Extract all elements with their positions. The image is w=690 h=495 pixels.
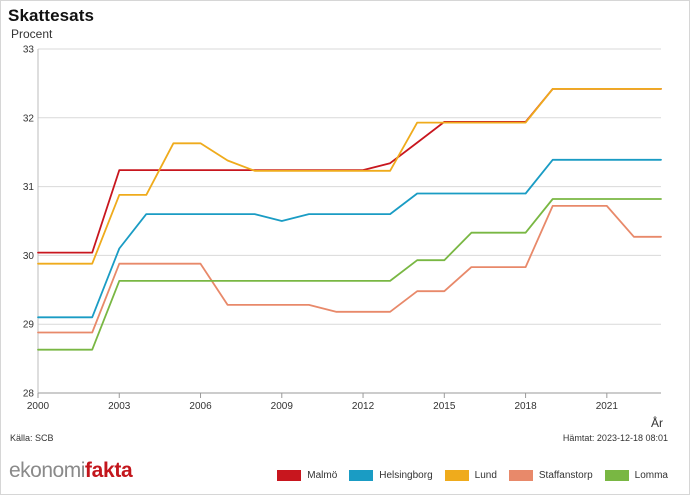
x-axis-label: År bbox=[651, 416, 663, 430]
legend-label: Staffanstorp bbox=[538, 470, 593, 481]
x-tick-label: 2000 bbox=[27, 401, 50, 412]
legend: Malmö Helsingborg Lund Staffanstorp Lomma bbox=[277, 470, 668, 481]
legend-label: Malmö bbox=[307, 470, 338, 481]
legend-label: Lund bbox=[474, 470, 497, 481]
tick-label-layer: 28 29 30 31 32 33 2000 2003 2006 2009 2012 2015 2018… bbox=[23, 45, 619, 413]
legend-item-lomma[interactable]: Lomma bbox=[604, 470, 668, 481]
x-tick-label: 2006 bbox=[189, 401, 212, 412]
legend-swatch bbox=[349, 470, 374, 481]
fetched-timestamp: Hämtat: 2023-12-18 08:01 bbox=[562, 433, 668, 443]
chart-title: Skattesats bbox=[8, 6, 95, 25]
x-tick-label: 2015 bbox=[433, 401, 456, 412]
legend-swatch bbox=[604, 470, 629, 481]
y-tick-label: 32 bbox=[23, 113, 35, 124]
series-line-helsingborg[interactable] bbox=[37, 158, 662, 319]
ekonomifakta-logo[interactable]: ekonomifakta bbox=[9, 459, 133, 482]
y-tick-label: 28 bbox=[23, 389, 35, 400]
legend-item-staffanstorp[interactable]: Staffanstorp bbox=[508, 470, 593, 481]
x-tick-label: 2003 bbox=[108, 401, 131, 412]
x-tick-label: 2012 bbox=[352, 401, 375, 412]
legend-item-lund[interactable]: Lund bbox=[444, 470, 497, 481]
y-tick-label: 31 bbox=[23, 182, 35, 193]
series-line-lomma[interactable] bbox=[37, 198, 662, 351]
logo-text-ekonomi: ekonomi bbox=[9, 459, 85, 482]
axis-layer bbox=[37, 49, 661, 398]
series-layer bbox=[37, 88, 662, 351]
y-tick-label: 33 bbox=[23, 45, 35, 56]
x-tick-label: 2018 bbox=[514, 401, 537, 412]
series-line-lund[interactable] bbox=[37, 88, 662, 265]
legend-swatch bbox=[508, 470, 533, 481]
grid-layer bbox=[38, 48, 661, 394]
x-tick-label: 2021 bbox=[596, 401, 619, 412]
legend-item-helsingborg[interactable]: Helsingborg bbox=[349, 470, 433, 481]
legend-swatch bbox=[444, 470, 469, 481]
legend-item-malmö[interactable]: Malmö bbox=[277, 470, 337, 481]
series-line-staffanstorp[interactable] bbox=[37, 204, 662, 334]
x-tick-label: 2009 bbox=[271, 401, 294, 412]
logo-text-fakta: fakta bbox=[84, 459, 133, 482]
y-tick-label: 29 bbox=[23, 320, 35, 331]
y-axis-label: Procent bbox=[11, 27, 53, 41]
legend-swatch bbox=[277, 470, 302, 481]
legend-label: Helsingborg bbox=[379, 470, 433, 481]
source-note: Källa: SCB bbox=[10, 433, 54, 443]
legend-label: Lomma bbox=[634, 470, 668, 481]
y-tick-label: 30 bbox=[23, 251, 35, 262]
